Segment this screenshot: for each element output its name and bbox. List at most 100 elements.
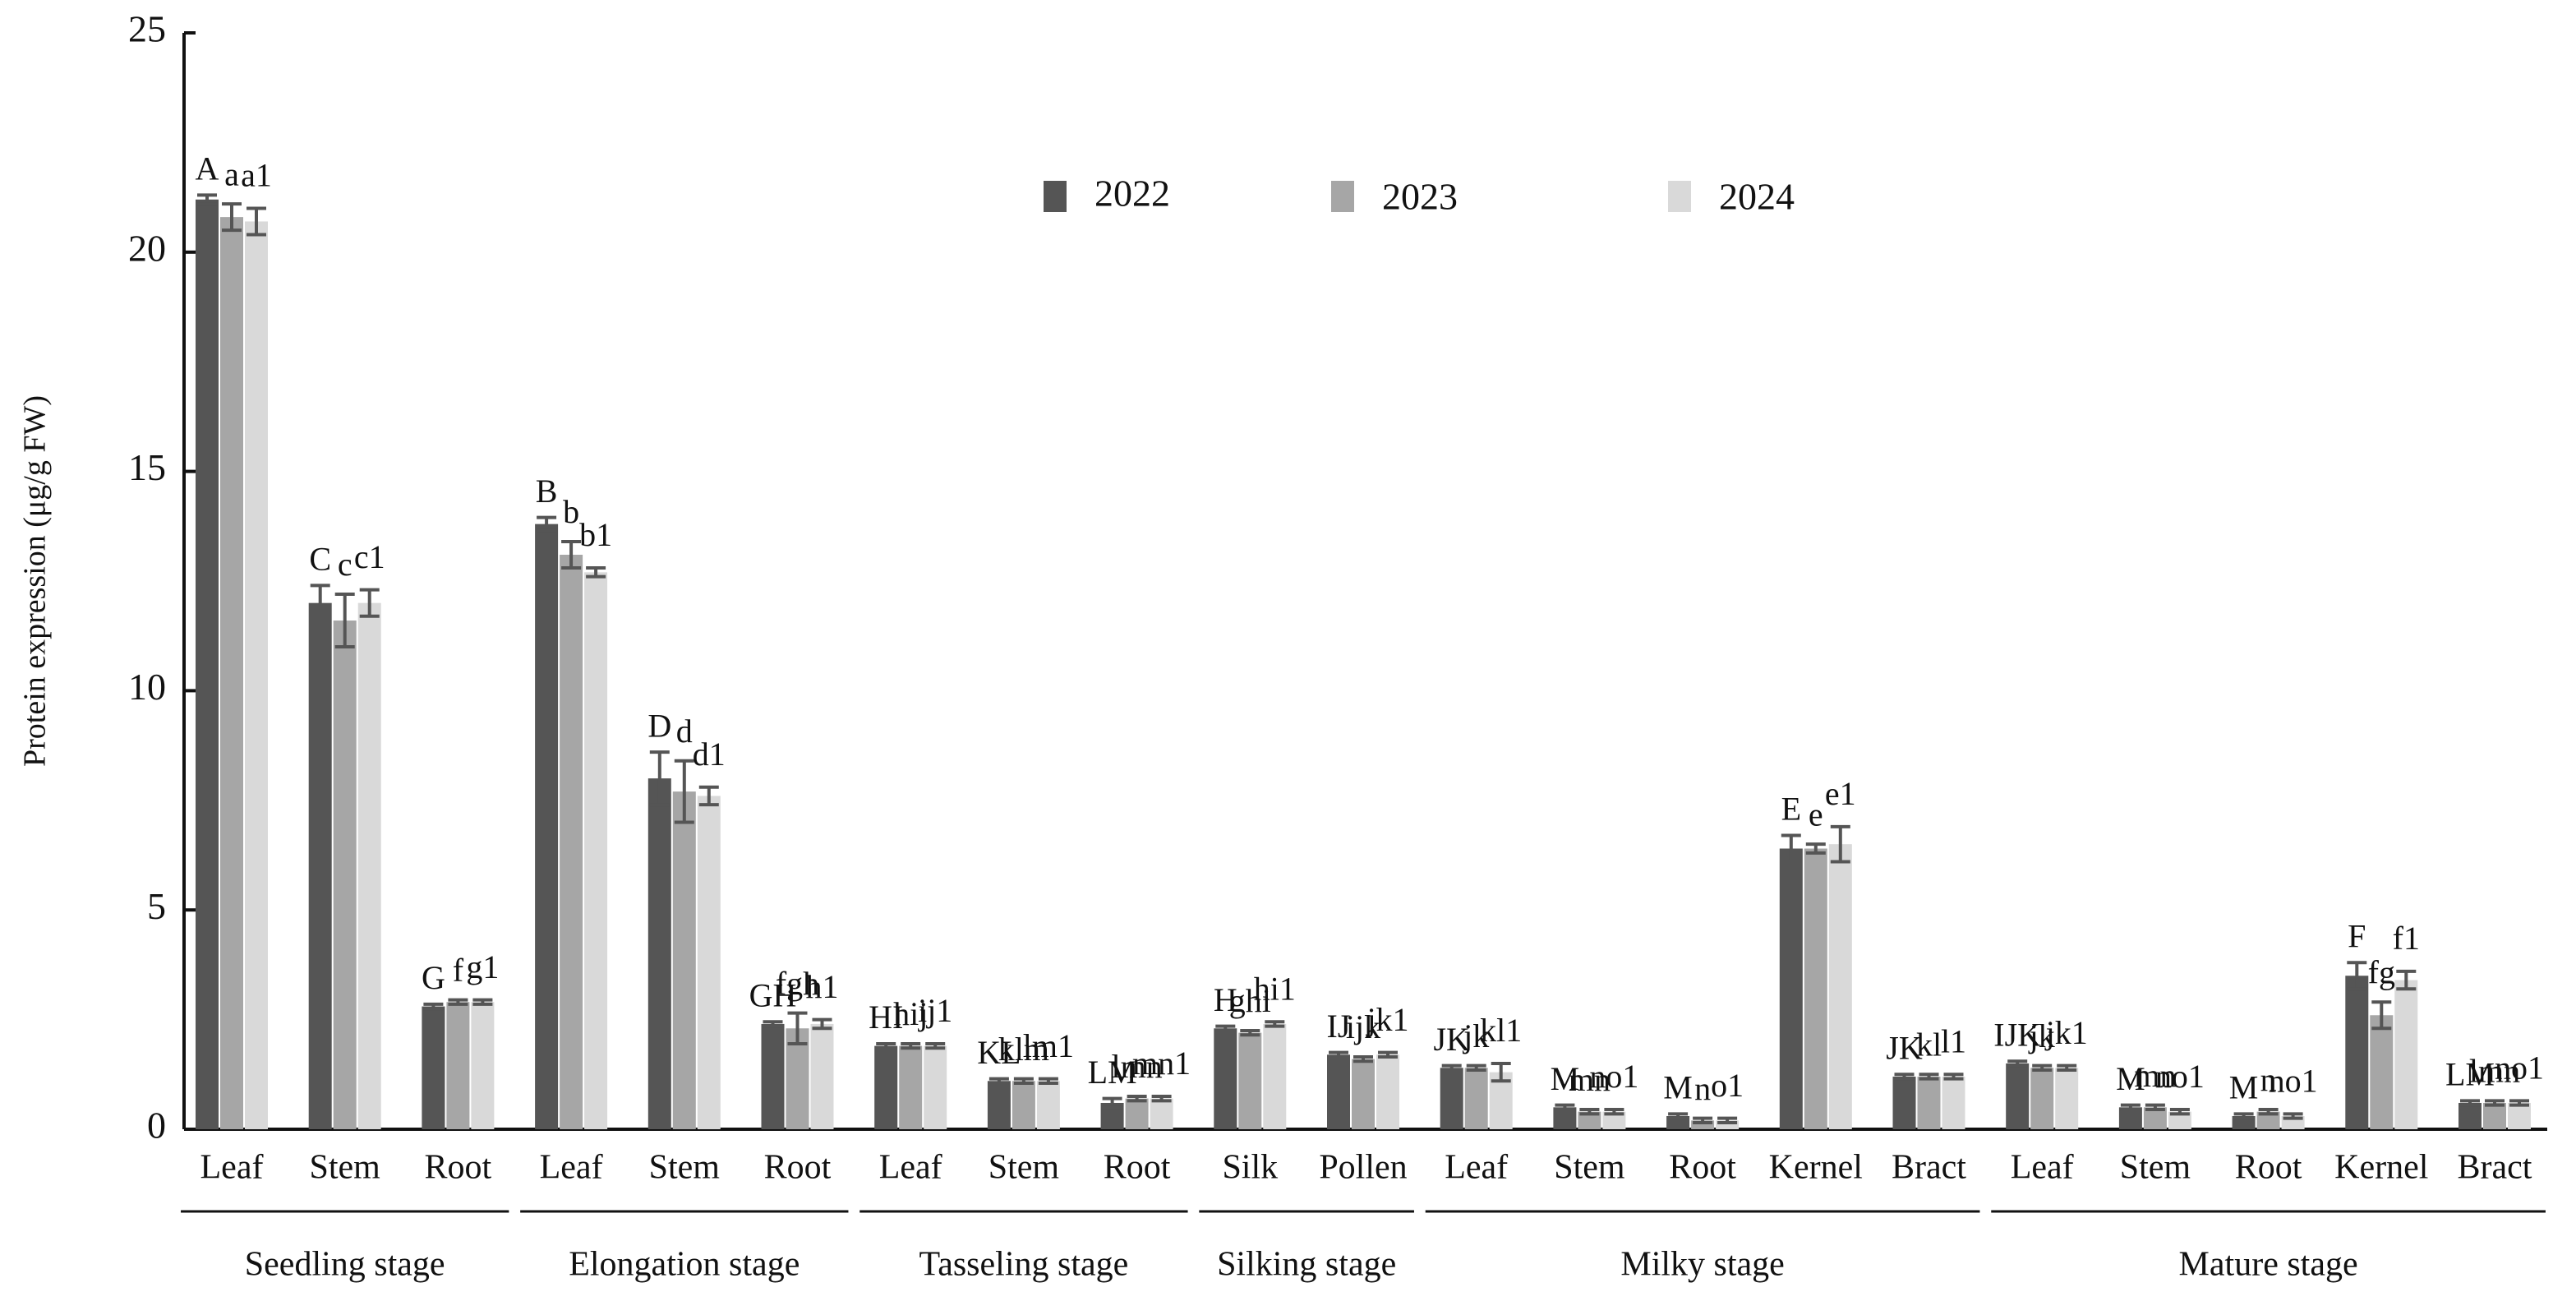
y-tick-label: 20 — [128, 227, 166, 269]
significance-letter: jk — [2028, 1017, 2055, 1054]
bar — [2508, 1102, 2531, 1129]
x-tick-label: Root — [1669, 1149, 1736, 1187]
significance-letter: no1 — [2155, 1058, 2205, 1095]
error-bar — [1215, 1024, 1236, 1032]
error-bar — [2007, 1059, 2028, 1068]
x-tick-label: Leaf — [879, 1149, 942, 1187]
bar — [1892, 1076, 1916, 1129]
bar — [1942, 1076, 1965, 1129]
bar — [2055, 1068, 2079, 1129]
significance-letter: l1 — [1941, 1022, 1966, 1059]
bar — [1238, 1032, 1262, 1129]
error-bar — [1830, 824, 1850, 864]
significance-letter: d1 — [693, 736, 726, 773]
bar — [1691, 1120, 1715, 1129]
x-tick-label: Bract — [1892, 1149, 1966, 1187]
error-bar — [2258, 1107, 2279, 1116]
x-tick-label: Bract — [2458, 1149, 2532, 1187]
error-bar — [1604, 1107, 1624, 1116]
stage-label: Mature stage — [2179, 1246, 2358, 1284]
bar — [446, 1002, 470, 1129]
error-bar — [2032, 1063, 2053, 1072]
bar — [2483, 1102, 2506, 1129]
significance-letter: b — [563, 493, 579, 530]
bar — [1440, 1068, 1463, 1129]
error-bar — [586, 565, 606, 579]
significance-letter: fg — [2368, 953, 2395, 990]
bar — [2394, 980, 2418, 1129]
error-bar — [1491, 1061, 1511, 1083]
bar — [1376, 1054, 1399, 1129]
bar — [1917, 1076, 1941, 1129]
error-bar — [472, 998, 493, 1006]
bar — [196, 199, 219, 1129]
error-bar — [1329, 1050, 1348, 1059]
bar — [584, 572, 608, 1129]
significance-letter: M — [1551, 1060, 1580, 1097]
error-bar — [2145, 1103, 2165, 1111]
significance-letter: H — [1214, 981, 1237, 1018]
error-bar — [698, 785, 719, 807]
error-bar — [2057, 1063, 2077, 1072]
stage-label: Tasseling stage — [919, 1246, 1128, 1284]
significance-letter: LM — [2445, 1055, 2495, 1092]
significance-letter: jk1 — [1365, 1001, 1408, 1038]
x-tick-label: Kernel — [1769, 1149, 1863, 1187]
error-bar — [763, 1020, 783, 1028]
y-tick-label: 15 — [128, 446, 166, 488]
error-bar — [1894, 1073, 1915, 1081]
x-tick-label: Leaf — [2011, 1149, 2074, 1187]
stage-label: Seedling stage — [245, 1246, 445, 1284]
error-bar — [1151, 1094, 1172, 1103]
significance-letter: JK — [1433, 1021, 1470, 1058]
x-tick-label: Stem — [2120, 1149, 2191, 1187]
error-bar — [2460, 1099, 2480, 1107]
significance-letter: D — [647, 707, 671, 744]
bar — [1578, 1111, 1601, 1129]
bar — [1779, 848, 1803, 1129]
error-bar — [1943, 1073, 1964, 1081]
bar — [2030, 1068, 2054, 1129]
significance-letter: E — [1781, 791, 1801, 828]
bar — [697, 796, 721, 1129]
bar — [333, 621, 357, 1129]
error-bar — [812, 1017, 832, 1031]
significance-letter: mn — [1569, 1061, 1611, 1098]
bar — [1125, 1098, 1149, 1129]
significance-letter: kl1 — [1480, 1012, 1522, 1049]
significance-letter: B — [536, 473, 558, 510]
significance-letter: A — [196, 150, 219, 187]
error-bar — [2283, 1112, 2303, 1120]
y-tick-label: 0 — [147, 1105, 166, 1146]
error-bar — [1668, 1112, 1689, 1120]
error-bar — [537, 515, 557, 533]
significance-letter: e1 — [1825, 775, 1856, 812]
significance-letter: no1 — [2269, 1062, 2318, 1099]
bar — [2370, 1015, 2394, 1129]
legend-swatch — [1668, 181, 1691, 212]
error-bar — [1693, 1116, 1713, 1124]
error-bar — [876, 1041, 896, 1050]
significance-letter: n — [2260, 1061, 2277, 1098]
error-bar — [423, 1002, 444, 1011]
significance-letter: no1 — [2495, 1049, 2544, 1086]
significance-letter: mn — [2134, 1057, 2176, 1094]
x-tick-label: Root — [1104, 1149, 1171, 1187]
significance-letter: M — [1663, 1068, 1693, 1105]
bar — [2256, 1111, 2280, 1129]
error-bar — [1805, 842, 1826, 855]
error-bar — [674, 759, 694, 824]
bar — [471, 1002, 495, 1129]
error-bar — [247, 206, 266, 237]
error-bar — [1579, 1107, 1600, 1116]
significance-letter: KL — [977, 1034, 1021, 1071]
error-bar — [1240, 1028, 1260, 1037]
error-bar — [2509, 1099, 2529, 1107]
significance-letter: klm — [998, 1031, 1049, 1068]
legend-label: 2023 — [1382, 176, 1458, 218]
bar — [1602, 1111, 1626, 1129]
error-bar — [1127, 1094, 1147, 1103]
error-bar — [2233, 1112, 2254, 1120]
error-bar — [1265, 1020, 1285, 1028]
significance-letter: h1 — [806, 968, 839, 1005]
